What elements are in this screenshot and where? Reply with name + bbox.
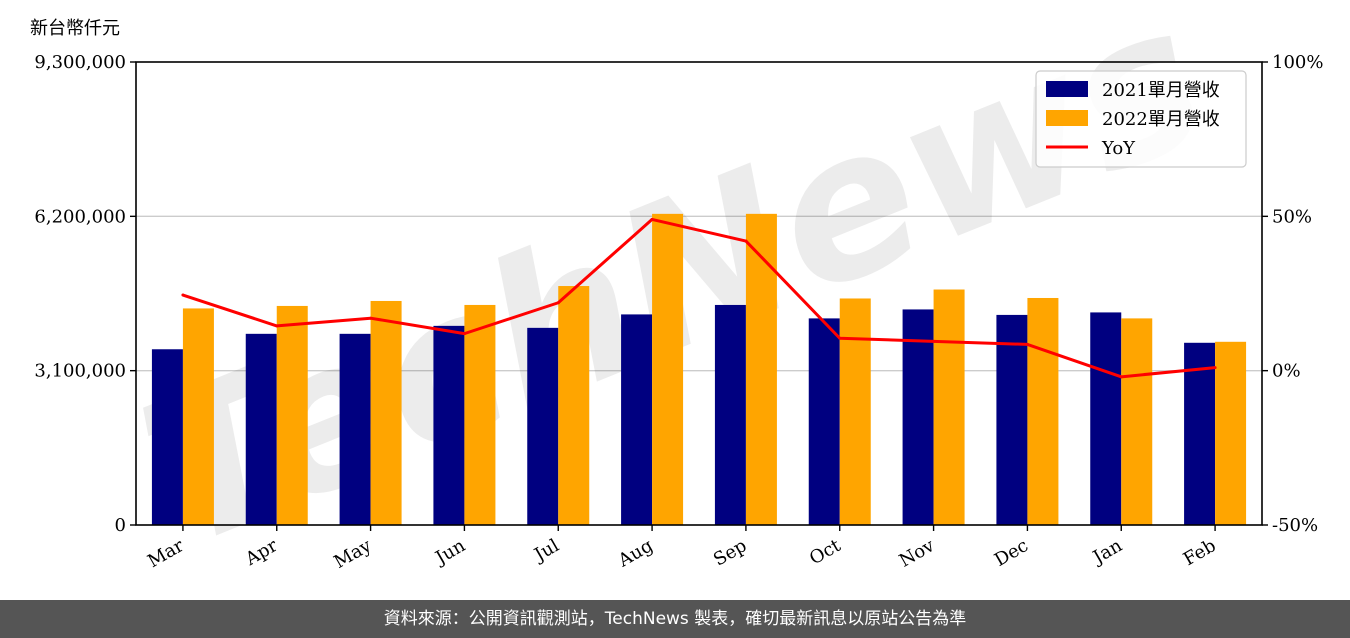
plot-frame [135, 61, 1263, 526]
axes [135, 61, 1263, 526]
y2-tick-label-3: 100% [1272, 52, 1323, 73]
bars [151, 213, 1247, 525]
yoy-point-apr [275, 324, 279, 328]
bar-2021-aug [621, 314, 653, 525]
bar-2021-oct [808, 318, 840, 525]
x-tick-label-sep: Sep [710, 535, 750, 570]
y-tick-label-1: 3,100,000 [34, 361, 126, 382]
yoy-point-feb [1213, 366, 1217, 370]
bar-2022-sep [745, 213, 777, 525]
y-tick-label-2: 6,200,000 [34, 206, 126, 227]
x-tick-label-jan: Jan [1088, 535, 1126, 569]
x-tick-label-jul: Jul [529, 535, 563, 567]
x-tick-label-dec: Dec [991, 535, 1032, 571]
yoy-point-mar [181, 293, 185, 297]
x-tick-label-may: May [331, 535, 376, 573]
x-tick-label-nov: Nov [896, 535, 939, 572]
bar-2021-may [339, 333, 371, 525]
bar-2022-may [370, 300, 402, 525]
yoy-point-jul [556, 301, 560, 305]
bar-2022-jul [558, 286, 590, 525]
x-tick-label-oct: Oct [806, 535, 845, 570]
legend: 2021單月營收 2022單月營收 YoY [1035, 70, 1247, 168]
bar-2022-feb [1215, 341, 1247, 525]
y-tick-label-3: 9,300,000 [34, 52, 126, 73]
bar-2022-oct [839, 298, 871, 525]
x-tick-label-jun: Jun [430, 535, 469, 570]
y2-tick-label-2: 50% [1272, 206, 1312, 227]
bar-2022-jun [464, 304, 496, 525]
bar-2021-dec [996, 314, 1028, 525]
yoy-point-nov [932, 339, 936, 343]
yoy-point-may [369, 316, 373, 320]
y2-tick-label-1: 0% [1272, 361, 1301, 382]
bar-2022-mar [182, 308, 214, 525]
y2-tick-label-0: -50% [1272, 515, 1318, 536]
yoy-point-jun [462, 332, 466, 336]
bar-2021-feb [1184, 342, 1216, 525]
grid-lines [136, 215, 1262, 372]
yoy-point-aug [650, 217, 654, 221]
legend-label-2: YoY [1101, 138, 1136, 159]
bar-2022-aug [652, 213, 684, 525]
bar-2022-jan [1121, 318, 1153, 525]
yoy-point-jan [1119, 375, 1123, 379]
legend-label-1: 2022單月營收 [1102, 109, 1220, 130]
bar-2021-jul [527, 327, 559, 525]
yoy-line [182, 217, 1216, 379]
legend-label-0: 2021單月營收 [1102, 80, 1220, 101]
yoy-line-group [181, 217, 1217, 379]
bar-2021-sep [714, 304, 746, 525]
x-tick-label-aug: Aug [614, 535, 657, 572]
x-tick-label-feb: Feb [1180, 535, 1220, 570]
bar-2021-apr [245, 333, 277, 525]
yoy-point-sep [744, 239, 748, 243]
y-tick-label-0: 0 [115, 515, 126, 536]
legend-swatch-1 [1046, 110, 1088, 126]
legend-box [1035, 70, 1247, 168]
bar-2021-jun [433, 325, 465, 525]
legend-swatch-0 [1046, 81, 1088, 97]
bar-2022-nov [933, 289, 965, 525]
source-footer: 資料來源：公開資訊觀測站，TechNews 製表，確切最新訊息以原站公告為準 [0, 600, 1350, 638]
yoy-point-dec [1025, 342, 1029, 346]
yoy-point-oct [838, 336, 842, 340]
bar-2022-dec [1027, 297, 1059, 525]
bar-2021-jan [1090, 312, 1122, 525]
bar-2021-mar [151, 349, 183, 525]
bar-2021-nov [902, 309, 934, 525]
y-axis-unit-label: 新台幣仟元 [30, 18, 120, 39]
bar-2022-apr [276, 305, 308, 525]
chart: TechNews 03,100,0006,200,0009,300,000-50… [30, 0, 1323, 593]
